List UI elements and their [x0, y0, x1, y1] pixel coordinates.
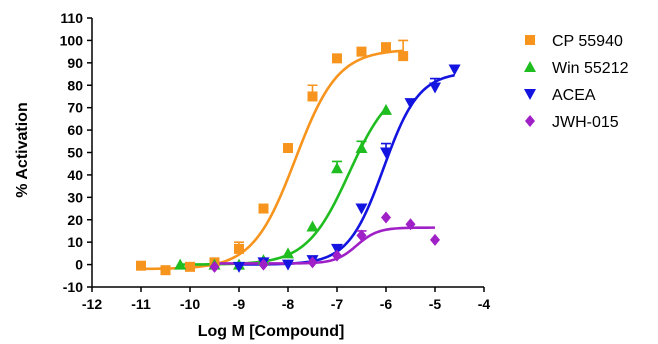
x-tick-label: -6: [380, 296, 393, 312]
data-point: [405, 218, 416, 231]
data-point: [381, 211, 391, 224]
y-tick-label: 70: [67, 100, 83, 116]
data-point: [174, 258, 187, 270]
data-point: [355, 142, 368, 154]
error-bars: [234, 39, 440, 265]
y-tick-labels: -10 0 10 20 30 40 50 60 70 80 90 100 110: [60, 10, 84, 295]
data-point: [355, 203, 368, 215]
axes: [87, 17, 485, 292]
data-points: [136, 42, 461, 276]
x-tick-label: -9: [233, 296, 246, 312]
data-point: [160, 265, 171, 276]
y-tick-label: 100: [60, 32, 84, 48]
x-tick-label: -4: [478, 296, 491, 312]
data-point: [234, 243, 244, 254]
legend-marker: [524, 61, 536, 72]
data-point: [380, 147, 392, 159]
y-tick-label: 40: [67, 167, 83, 183]
data-point: [306, 220, 319, 232]
fit-curve: [214, 226, 435, 265]
data-point: [307, 91, 318, 102]
fit-curve: [180, 107, 387, 266]
data-point: [430, 233, 440, 246]
legend-marker: [525, 115, 535, 127]
y-tick-label: 60: [67, 122, 83, 138]
y-tick-label: -10: [63, 279, 83, 295]
data-point: [283, 143, 293, 154]
fit-curve: [238, 73, 455, 266]
data-point: [332, 249, 342, 262]
y-tick-label: 90: [67, 55, 83, 71]
x-tick-label: -11: [131, 296, 151, 312]
data-point: [331, 243, 343, 255]
legend: CP 55940 Win 55212 ACEA JWH-015: [524, 33, 629, 131]
legend-marker: [524, 89, 536, 100]
y-tick-label: 20: [67, 212, 83, 228]
x-tick-label: -7: [331, 296, 344, 312]
fit-curves: [140, 49, 455, 271]
y-tick-label: 50: [67, 145, 83, 161]
x-tick-label: -5: [429, 296, 442, 312]
x-tick-labels: -12 -11 -10 -9 -8 -7 -6 -5 -4: [82, 296, 491, 312]
data-point: [356, 229, 367, 242]
data-point: [282, 247, 294, 259]
data-point: [380, 103, 392, 115]
data-point: [282, 259, 294, 271]
y-tick-label: 0: [75, 257, 83, 273]
data-point: [258, 203, 269, 214]
data-point: [332, 53, 342, 64]
data-point: [185, 261, 195, 272]
data-point: [209, 260, 220, 273]
data-point: [381, 42, 391, 53]
data-point: [448, 64, 461, 76]
data-point: [307, 256, 318, 269]
data-point: [429, 82, 441, 94]
x-tick-label: -8: [282, 296, 295, 312]
y-tick-label: 80: [67, 77, 83, 93]
legend-label: JWH-015: [552, 114, 619, 131]
data-point: [258, 258, 269, 271]
legend-label: Win 55212: [552, 60, 629, 77]
y-tick-label: 10: [67, 234, 83, 250]
x-axis-label: Log M [Compound]: [198, 323, 345, 340]
data-point: [398, 51, 409, 62]
y-tick-label: 30: [67, 189, 83, 205]
x-tick-label: -12: [82, 296, 102, 312]
x-tick-label: -10: [180, 296, 200, 312]
y-axis-label: % Activation: [14, 102, 31, 197]
data-point: [136, 260, 146, 271]
data-point: [356, 46, 367, 57]
data-point: [331, 162, 343, 174]
legend-label: CP 55940: [552, 33, 623, 50]
legend-label: ACEA: [552, 87, 596, 104]
data-point: [404, 98, 417, 110]
data-point: [233, 261, 245, 273]
y-tick-label: 110: [60, 10, 83, 26]
legend-marker: [525, 35, 535, 45]
